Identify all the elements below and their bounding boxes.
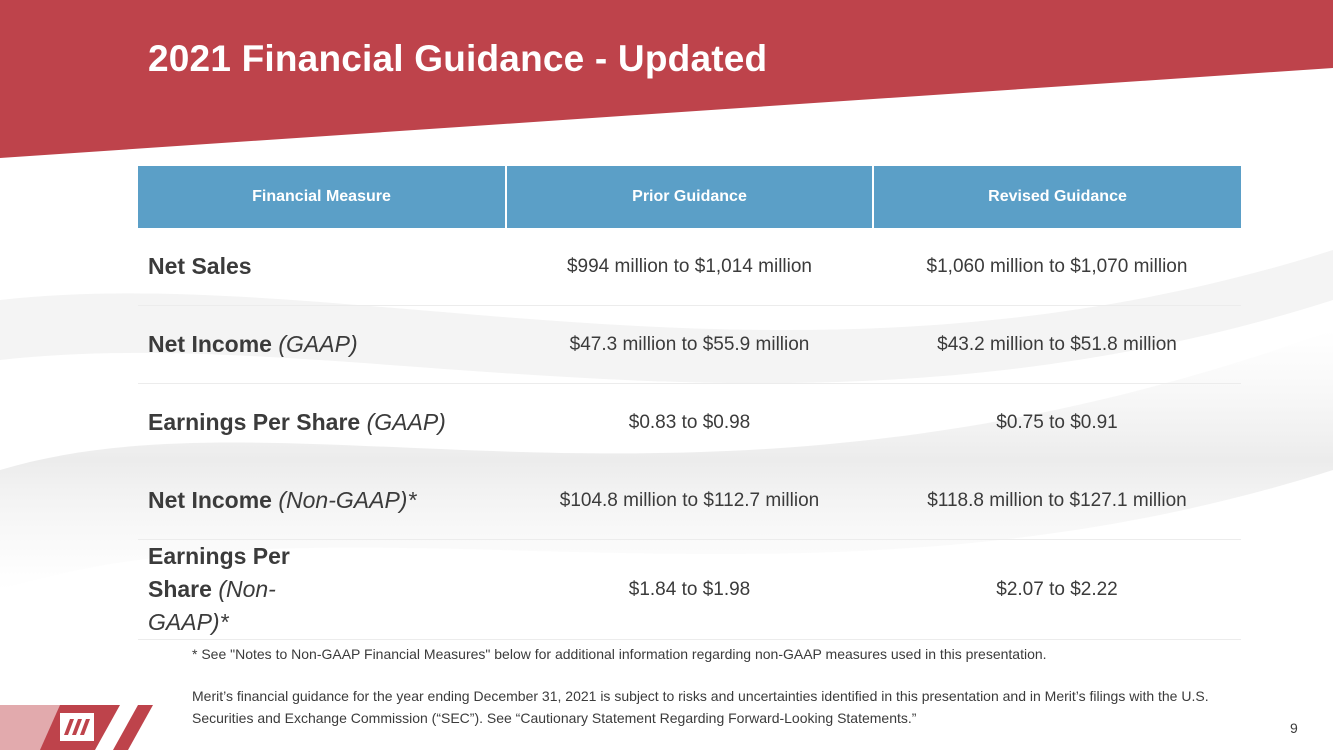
measure-cell: Net Income (GAAP) bbox=[138, 305, 506, 384]
measure-cell: Net Income (Non-GAAP)* bbox=[138, 461, 506, 540]
revised-guidance-cell: $1,060 million to $1,070 million bbox=[873, 228, 1241, 306]
table-row: Earnings Per Share (Non-GAAP)* $1.84 to … bbox=[138, 539, 1241, 640]
revised-guidance-cell: $2.07 to $2.22 bbox=[873, 539, 1241, 640]
header-revised-guidance: Revised Guidance bbox=[873, 166, 1241, 228]
prior-guidance-cell: $994 million to $1,014 million bbox=[506, 228, 873, 306]
table-row: Net Income (GAAP) $47.3 million to $55.9… bbox=[138, 305, 1241, 384]
page-title: 2021 Financial Guidance - Updated bbox=[148, 38, 768, 79]
measure-cell: Earnings Per Share (Non-GAAP)* bbox=[138, 539, 506, 640]
prior-guidance-cell: $47.3 million to $55.9 million bbox=[506, 305, 873, 384]
footer-accent-gap bbox=[95, 705, 138, 750]
guidance-disclaimer: Merit’s financial guidance for the year … bbox=[192, 688, 1209, 726]
measure-cell: Earnings Per Share (GAAP) bbox=[138, 383, 506, 462]
prior-guidance-cell: $1.84 to $1.98 bbox=[506, 539, 873, 640]
page-number: 9 bbox=[1290, 720, 1298, 736]
table-row: Net Income (Non-GAAP)* $104.8 million to… bbox=[138, 461, 1241, 540]
header-financial-measure: Financial Measure bbox=[138, 166, 507, 228]
measure-cell: Net Sales bbox=[138, 228, 506, 306]
revised-guidance-cell: $43.2 million to $51.8 million bbox=[873, 305, 1241, 384]
table-row: Earnings Per Share (GAAP) $0.83 to $0.98… bbox=[138, 383, 1241, 462]
non-gaap-footnote: * See "Notes to Non-GAAP Financial Measu… bbox=[192, 646, 1047, 662]
table-header-row: Financial Measure Prior Guidance Revised… bbox=[138, 166, 1241, 228]
merit-logo-icon bbox=[60, 713, 94, 741]
footer-accent-fade bbox=[0, 705, 60, 750]
prior-guidance-cell: $104.8 million to $112.7 million bbox=[506, 461, 873, 540]
revised-guidance-cell: $0.75 to $0.91 bbox=[873, 383, 1241, 462]
title-banner bbox=[0, 0, 1333, 158]
guidance-table: Financial Measure Prior Guidance Revised… bbox=[138, 166, 1241, 640]
header-prior-guidance: Prior Guidance bbox=[506, 166, 874, 228]
prior-guidance-cell: $0.83 to $0.98 bbox=[506, 383, 873, 462]
revised-guidance-cell: $118.8 million to $127.1 million bbox=[873, 461, 1241, 540]
table-row: Net Sales $994 million to $1,014 million… bbox=[138, 228, 1241, 306]
